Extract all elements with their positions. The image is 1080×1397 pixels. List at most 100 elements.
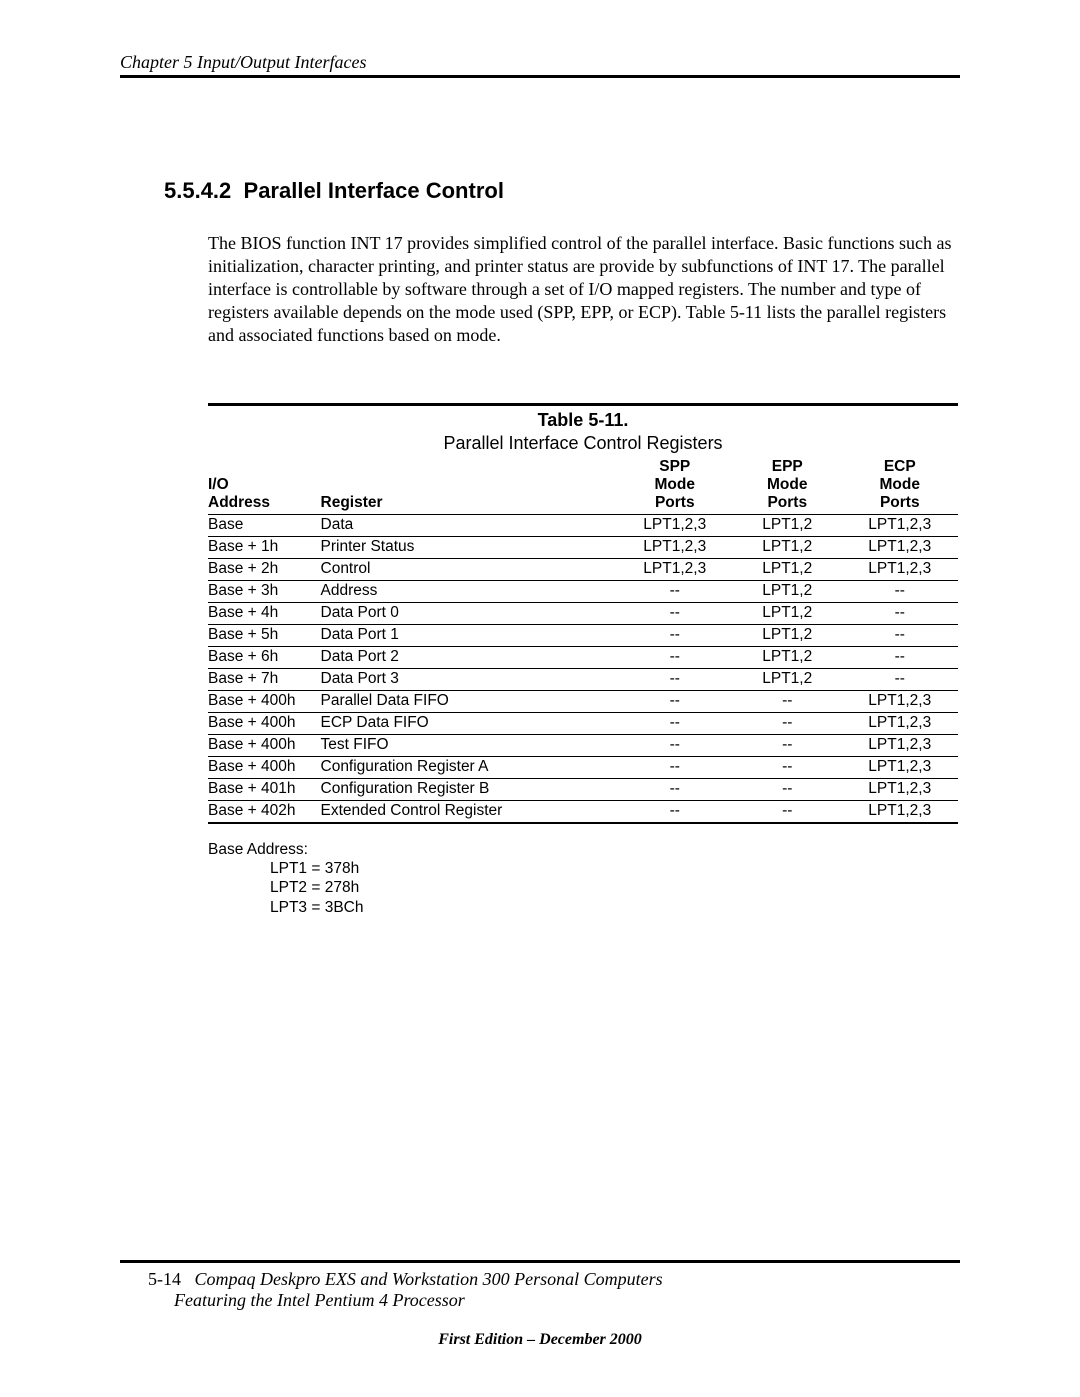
- col-header-label: SPP: [659, 458, 690, 475]
- table-cell: LPT1,2,3: [621, 514, 734, 536]
- table-cell: --: [733, 756, 846, 778]
- table-cell: --: [733, 734, 846, 756]
- table-cell: LPT1,2: [733, 536, 846, 558]
- table-cell: --: [621, 580, 734, 602]
- table-cell: LPT1,2,3: [846, 536, 959, 558]
- section-heading: 5.5.4.2 Parallel Interface Control: [164, 178, 960, 204]
- table-cell: ECP Data FIFO: [321, 712, 621, 734]
- table-row: Base + 400hECP Data FIFO----LPT1,2,3: [208, 712, 958, 734]
- page-footer: 5-14 Compaq Deskpro EXS and Workstation …: [120, 1260, 960, 1349]
- table-cell: Data: [321, 514, 621, 536]
- table-cell: Base + 400h: [208, 712, 321, 734]
- table-cell: --: [846, 602, 959, 624]
- col-header-label: Ports: [655, 494, 695, 511]
- table-cell: --: [733, 800, 846, 823]
- table-cell: --: [621, 734, 734, 756]
- table-cell: LPT1,2,3: [846, 778, 959, 800]
- footer-line-1: 5-14 Compaq Deskpro EXS and Workstation …: [148, 1269, 960, 1290]
- registers-table: I/O Address Register SPP Mode Ports EPP …: [208, 456, 958, 823]
- table-header-row: I/O Address Register SPP Mode Ports EPP …: [208, 456, 958, 514]
- table-cell: Data Port 1: [321, 624, 621, 646]
- col-header-label: Address: [208, 494, 270, 511]
- table-cell: --: [621, 712, 734, 734]
- table-cell: Base + 1h: [208, 536, 321, 558]
- table-cell: Parallel Data FIFO: [321, 690, 621, 712]
- col-header-label: ECP: [884, 458, 916, 475]
- table-row: Base + 400hParallel Data FIFO----LPT1,2,…: [208, 690, 958, 712]
- col-header-label: I/O: [208, 476, 229, 493]
- table-cell: --: [621, 602, 734, 624]
- table-cell: LPT1,2,3: [621, 536, 734, 558]
- table-cell: LPT1,2: [733, 668, 846, 690]
- base-address-lpt1: LPT1 = 378h: [270, 859, 960, 878]
- table-cell: LPT1,2: [733, 624, 846, 646]
- table-cell: Base + 400h: [208, 690, 321, 712]
- base-address-block: Base Address: LPT1 = 378h LPT2 = 278h LP…: [208, 840, 960, 918]
- table-cell: Address: [321, 580, 621, 602]
- table-row: Base + 5hData Port 1--LPT1,2--: [208, 624, 958, 646]
- table-cell: Base: [208, 514, 321, 536]
- col-header-label: EPP: [772, 458, 803, 475]
- table-cell: LPT1,2: [733, 558, 846, 580]
- table-row: Base + 4hData Port 0--LPT1,2--: [208, 602, 958, 624]
- table-cell: LPT1,2: [733, 580, 846, 602]
- col-header-spp: SPP Mode Ports: [621, 456, 734, 514]
- table-cell: Base + 3h: [208, 580, 321, 602]
- table-cell: Data Port 2: [321, 646, 621, 668]
- table-cell: Data Port 0: [321, 602, 621, 624]
- table-row: Base + 2hControlLPT1,2,3LPT1,2LPT1,2,3: [208, 558, 958, 580]
- table-row: Base + 3hAddress--LPT1,2--: [208, 580, 958, 602]
- footer-title: Compaq Deskpro EXS and Workstation 300 P…: [195, 1269, 663, 1289]
- table-cell: LPT1,2,3: [846, 558, 959, 580]
- col-header-ecp: ECP Mode Ports: [846, 456, 959, 514]
- table-row: BaseDataLPT1,2,3LPT1,2LPT1,2,3: [208, 514, 958, 536]
- base-address-lpt3: LPT3 = 3BCh: [270, 898, 960, 917]
- table-cell: --: [621, 690, 734, 712]
- col-header-address: I/O Address: [208, 456, 321, 514]
- col-header-label: Ports: [880, 494, 920, 511]
- chapter-header: Chapter 5 Input/Output Interfaces: [120, 52, 960, 78]
- table-cell: LPT1,2,3: [846, 756, 959, 778]
- col-header-label: Mode: [655, 476, 695, 493]
- table-cell: Base + 400h: [208, 756, 321, 778]
- table-number: Table 5-11.: [208, 410, 958, 431]
- col-header-label: Ports: [767, 494, 807, 511]
- table-row: Base + 7hData Port 3--LPT1,2--: [208, 668, 958, 690]
- table-cell: --: [846, 624, 959, 646]
- table-cell: Configuration Register B: [321, 778, 621, 800]
- base-address-lpt2: LPT2 = 278h: [270, 878, 960, 897]
- table-cell: Configuration Register A: [321, 756, 621, 778]
- table-cell: LPT1,2,3: [621, 558, 734, 580]
- table-cell: Base + 402h: [208, 800, 321, 823]
- table-row: Base + 402hExtended Control Register----…: [208, 800, 958, 823]
- table-cell: --: [733, 712, 846, 734]
- table-cell: --: [621, 646, 734, 668]
- table-cell: Printer Status: [321, 536, 621, 558]
- col-header-label: Register: [321, 494, 383, 511]
- table-cell: Base + 6h: [208, 646, 321, 668]
- table-cell: --: [846, 580, 959, 602]
- col-header-register: Register: [321, 456, 621, 514]
- table-cell: Base + 400h: [208, 734, 321, 756]
- table-cell: Base + 7h: [208, 668, 321, 690]
- footer-rule: [120, 1260, 960, 1263]
- table-cell: LPT1,2,3: [846, 690, 959, 712]
- table-title-block: Table 5-11. Parallel Interface Control R…: [208, 403, 958, 454]
- table-cell: --: [846, 668, 959, 690]
- table-cell: LPT1,2: [733, 514, 846, 536]
- table-cell: Extended Control Register: [321, 800, 621, 823]
- section-title: Parallel Interface Control: [244, 178, 504, 203]
- table-cell: Base + 401h: [208, 778, 321, 800]
- table-cell: --: [846, 646, 959, 668]
- table-cell: Control: [321, 558, 621, 580]
- table-cell: LPT1,2,3: [846, 800, 959, 823]
- table-cell: --: [733, 690, 846, 712]
- col-header-label: Mode: [767, 476, 807, 493]
- table-cell: Base + 4h: [208, 602, 321, 624]
- table-cell: Base + 5h: [208, 624, 321, 646]
- table-row: Base + 400hTest FIFO----LPT1,2,3: [208, 734, 958, 756]
- col-header-epp: EPP Mode Ports: [733, 456, 846, 514]
- table-row: Base + 401hConfiguration Register B----L…: [208, 778, 958, 800]
- col-header-label: Mode: [880, 476, 920, 493]
- table-cell: Data Port 3: [321, 668, 621, 690]
